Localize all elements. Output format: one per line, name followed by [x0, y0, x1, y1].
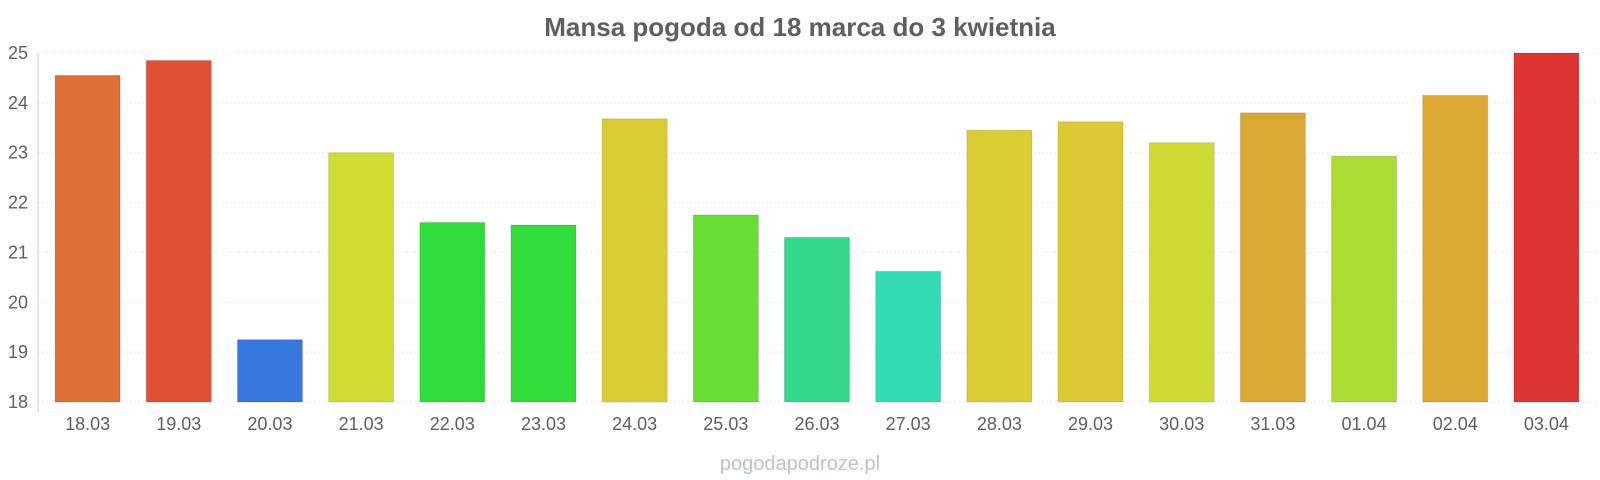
- bar-25.03: [692, 214, 759, 403]
- bar-23.03: [510, 224, 577, 403]
- bar-26.03: [784, 236, 850, 403]
- x-tick-label: 01.04: [1342, 414, 1387, 434]
- x-tick-label: 24.03: [612, 414, 657, 434]
- watermark-text: pogodapodroze.pl: [720, 453, 880, 475]
- bar-22.03: [419, 222, 486, 403]
- x-tick-label: 20.03: [247, 414, 292, 434]
- x-tick-label: 31.03: [1250, 414, 1295, 434]
- y-tick-label: 22: [8, 193, 28, 213]
- bar-28.03: [966, 129, 1033, 403]
- bar-18.03: [54, 74, 121, 403]
- bar-29.03: [1057, 121, 1124, 403]
- x-tick-label: 02.04: [1433, 414, 1478, 434]
- x-tick-label: 03.04: [1524, 414, 1569, 434]
- bar-20.03: [236, 339, 303, 403]
- bar-19.03: [145, 59, 212, 403]
- bar-24.03: [601, 118, 668, 403]
- x-tick-label: 19.03: [156, 414, 201, 434]
- y-tick-label: 23: [8, 143, 28, 163]
- bar-31.03: [1239, 112, 1306, 403]
- bar-01.04: [1331, 155, 1398, 403]
- x-tick-label: 30.03: [1159, 414, 1204, 434]
- y-tick-label: 18: [8, 392, 28, 412]
- x-tick-label: 27.03: [886, 414, 931, 434]
- x-tick-label: 25.03: [703, 414, 748, 434]
- bars: [54, 52, 1580, 403]
- y-tick-label: 24: [8, 93, 28, 113]
- bar-21.03: [328, 152, 395, 403]
- x-axis: 18.03 19.03 20.03 21.03 22.03 23.03 24.03 25.03…: [65, 414, 1569, 434]
- y-tick-label: 25: [8, 43, 28, 63]
- x-tick-label: 21.03: [339, 414, 384, 434]
- x-tick-label: 18.03: [65, 414, 110, 434]
- bar-03.04: [1513, 52, 1580, 403]
- bar-02.04: [1422, 94, 1489, 403]
- chart-title: Mansa pogoda od 18 marca do 3 kwietnia: [544, 12, 1056, 42]
- y-tick-label: 19: [8, 342, 28, 362]
- y-axis: 18 19 20 21 22 23 24 25: [8, 43, 39, 412]
- x-tick-label: 23.03: [521, 414, 566, 434]
- bar-27.03: [875, 270, 942, 403]
- y-tick-label: 21: [8, 242, 28, 262]
- x-tick-label: 29.03: [1068, 414, 1113, 434]
- x-tick-label: 22.03: [430, 414, 475, 434]
- y-tick-label: 20: [8, 292, 28, 312]
- bar-30.03: [1148, 142, 1215, 403]
- x-tick-label: 26.03: [794, 414, 839, 434]
- x-tick-label: 28.03: [977, 414, 1022, 434]
